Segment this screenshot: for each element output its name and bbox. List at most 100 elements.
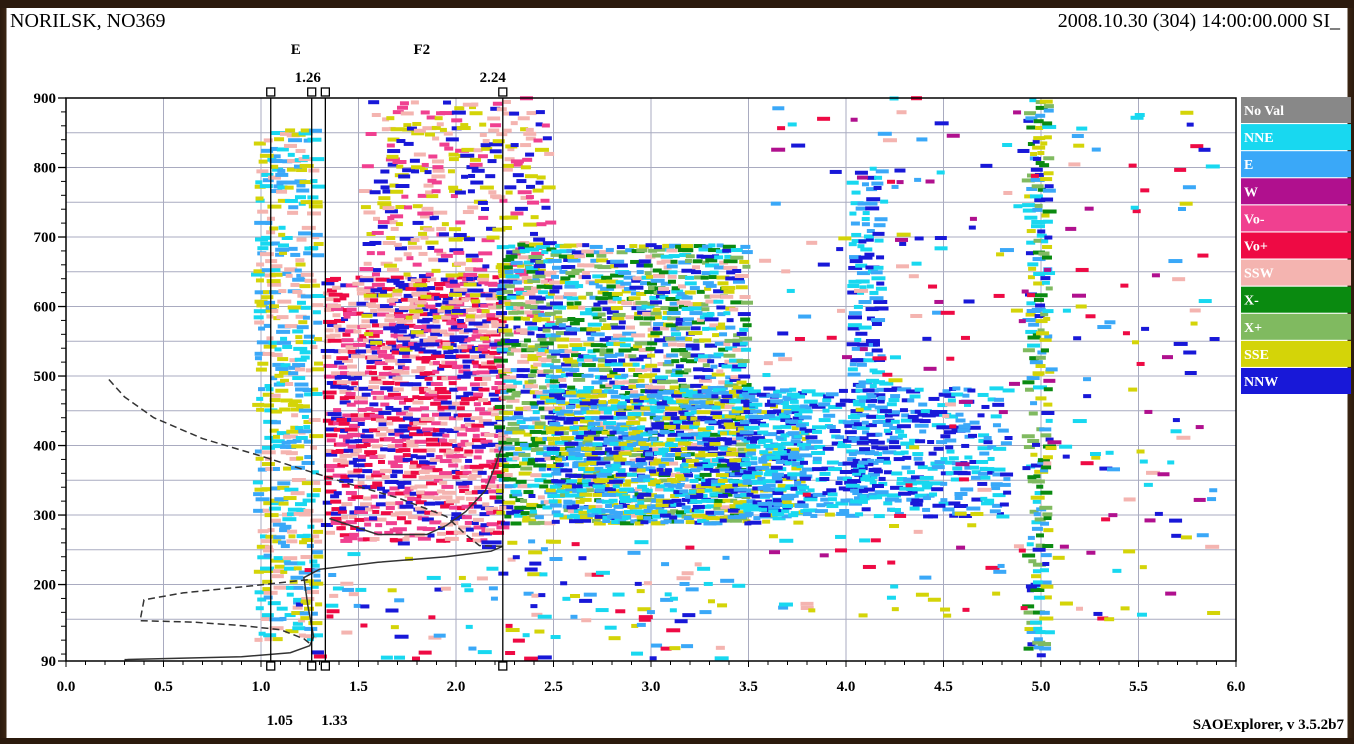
- echo-point: [433, 633, 446, 638]
- echo-point: [278, 225, 286, 230]
- echo-point: [681, 497, 693, 502]
- echo-point: [525, 266, 538, 271]
- echo-point: [687, 442, 702, 447]
- echo-point: [298, 570, 313, 575]
- echo-point: [295, 148, 306, 153]
- echo-point: [812, 429, 823, 434]
- echo-point: [602, 291, 617, 296]
- echo-point: [283, 143, 297, 148]
- echo-point: [1075, 606, 1083, 611]
- echo-point: [886, 402, 897, 407]
- echo-point: [341, 338, 354, 343]
- echo-point: [447, 375, 461, 380]
- echo-point: [866, 187, 878, 192]
- echo-point: [592, 389, 602, 394]
- echo-point: [818, 402, 831, 407]
- echo-point: [529, 509, 537, 514]
- echo-point: [840, 498, 848, 503]
- echo-point: [795, 490, 809, 495]
- echo-point: [778, 357, 793, 362]
- echo-point: [729, 518, 742, 523]
- echo-point: [441, 222, 449, 227]
- echo-point: [432, 496, 441, 501]
- echo-point: [697, 518, 710, 523]
- echo-point: [465, 422, 476, 427]
- echo-point: [847, 284, 860, 289]
- echo-point: [439, 428, 453, 433]
- echo-point: [463, 391, 474, 396]
- echo-point: [1025, 329, 1038, 334]
- echo-point: [272, 362, 285, 367]
- echo-point: [534, 147, 549, 152]
- echo-point: [405, 500, 413, 505]
- echo-point: [404, 494, 415, 499]
- echo-point: [919, 429, 927, 434]
- echo-point: [395, 491, 410, 496]
- echo-point: [471, 521, 479, 526]
- echo-point: [704, 488, 719, 493]
- echo-point: [814, 509, 828, 514]
- echo-point: [563, 420, 574, 425]
- echo-point: [643, 447, 658, 452]
- echo-point: [1059, 444, 1073, 449]
- echo-point: [376, 395, 390, 400]
- echo-point: [630, 291, 640, 296]
- echo-point: [683, 301, 693, 306]
- echo-point: [290, 575, 304, 580]
- echo-point: [420, 235, 429, 240]
- echo-point: [983, 440, 993, 445]
- echo-point: [301, 481, 313, 486]
- echo-point: [844, 430, 857, 435]
- echo-point: [264, 637, 273, 642]
- echo-point: [704, 286, 712, 291]
- echo-point: [356, 291, 370, 296]
- echo-point: [502, 416, 516, 421]
- echo-point: [877, 131, 892, 136]
- echo-point: [322, 390, 337, 395]
- echo-point: [310, 345, 318, 350]
- echo-point: [684, 281, 697, 286]
- echo-point: [572, 461, 581, 466]
- echo-point: [528, 550, 543, 555]
- echo-point: [299, 350, 311, 355]
- echo-point: [474, 407, 485, 412]
- echo-point: [424, 132, 435, 137]
- echo-point: [1043, 104, 1054, 109]
- echo-point: [713, 505, 728, 510]
- echo-point: [469, 157, 481, 162]
- echo-point: [1027, 475, 1037, 480]
- echo-point: [398, 448, 411, 453]
- echo-point: [620, 386, 633, 391]
- echo-point: [578, 510, 590, 515]
- echo-point: [590, 405, 598, 410]
- echo-point: [539, 484, 549, 489]
- echo-point: [381, 475, 390, 480]
- echo-point: [266, 279, 281, 284]
- echo-point: [766, 393, 780, 398]
- echo-point: [611, 520, 619, 525]
- echo-point: [487, 407, 498, 412]
- echo-point: [350, 452, 360, 457]
- echo-point: [913, 456, 923, 461]
- echo-point: [377, 220, 392, 225]
- echo-point: [619, 495, 631, 500]
- echo-point: [932, 310, 943, 315]
- echo-point: [512, 173, 524, 178]
- echo-point: [732, 279, 745, 284]
- echo-point: [288, 138, 303, 143]
- echo-point: [512, 249, 526, 254]
- echo-point: [549, 388, 558, 393]
- echo-point: [494, 404, 505, 409]
- echo-point: [739, 341, 748, 346]
- echo-point: [1041, 239, 1049, 244]
- echo-point: [502, 163, 515, 168]
- echo-point: [675, 317, 685, 322]
- echo-point: [480, 523, 489, 528]
- echo-point: [654, 315, 662, 320]
- echo-point: [417, 395, 431, 400]
- echo-point: [588, 367, 600, 372]
- echo-point: [348, 423, 360, 428]
- echo-point: [528, 494, 536, 499]
- echo-point: [705, 263, 720, 268]
- echo-point: [638, 504, 651, 509]
